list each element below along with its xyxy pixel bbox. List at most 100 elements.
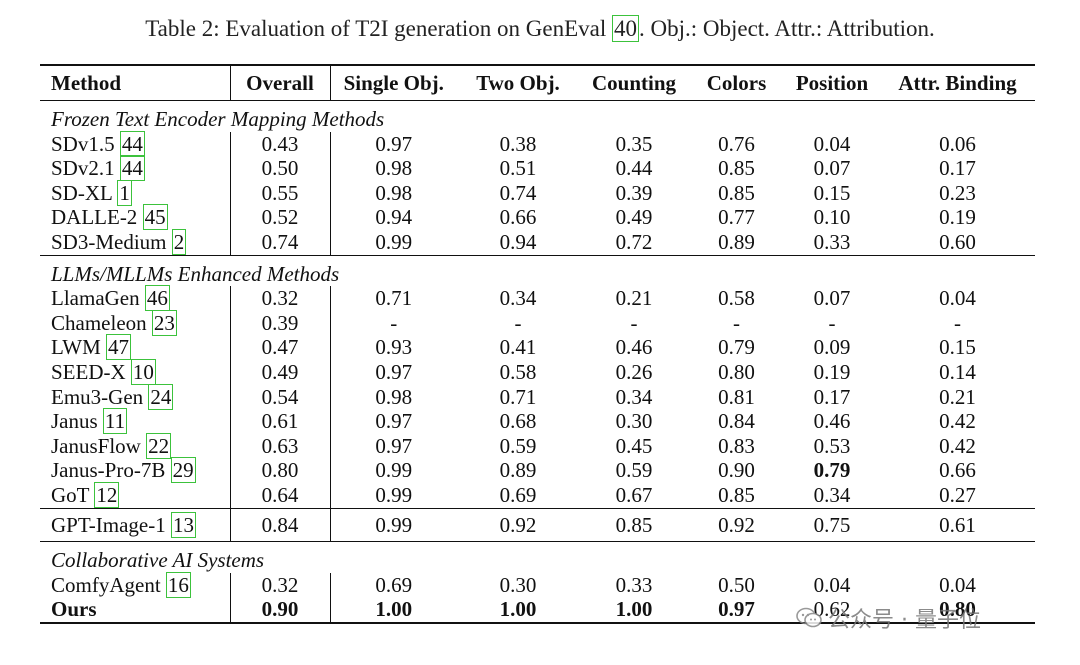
value-cell: 0.21 [615,286,653,311]
method-name: Janus-Pro-7B [51,458,166,483]
table-body: Frozen Text Encoder Mapping Methods SDv1.… [40,99,1035,624]
citation-link[interactable]: 46 [144,285,170,312]
method-cell: SEED-X 10 [40,358,231,385]
caption-ref[interactable]: 40 [611,15,639,42]
method-name: SEED-X [51,359,126,384]
method-cell: SDv2.1 44 [40,155,231,182]
citation-link[interactable]: 44 [119,155,145,182]
section-title: Collaborative AI Systems [40,541,1035,573]
table-caption: Table 2: Evaluation of T2I generation on… [0,15,1080,42]
value-cell: - [828,310,836,335]
table-row: Janus 11 0.61 0.97 0.68 0.30 0.84 0.46 0.42 [40,408,1035,435]
citation-link[interactable]: 12 [94,481,120,508]
citation-link[interactable]: 2 [171,228,187,255]
value-cell: 0.74 [499,180,537,205]
value-cell: - [630,310,638,335]
caption-prefix: Table 2: Evaluation of T2I generation on… [145,16,612,41]
citation-link[interactable]: 44 [119,130,145,157]
value-cell: 0.54 [230,384,331,410]
value-cell: 0.90 [718,458,755,483]
value-cell: 0.04 [813,572,851,597]
value-cell: 0.69 [499,482,537,507]
citation-link[interactable]: 11 [102,408,128,435]
value-cell: 0.09 [813,335,851,360]
value-cell: 0.14 [939,359,976,384]
value-cell: 0.90 [230,597,331,624]
citation-link[interactable]: 10 [130,358,156,385]
value-cell: - [733,310,740,335]
citation-link[interactable]: 22 [146,432,172,459]
value-cell: 0.39 [615,180,653,205]
value-cell: 0.98 [375,384,413,409]
section-title: Frozen Text Encoder Mapping Methods [40,99,1035,132]
method-cell: Janus-Pro-7B 29 [40,457,231,484]
value-cell: 0.67 [615,482,653,507]
value-cell: 0.21 [939,384,976,409]
citation-link[interactable]: 45 [142,204,168,231]
value-cell: 0.81 [718,384,755,409]
value-cell: 0.92 [457,507,579,542]
value-cell: 0.07 [813,286,851,311]
citation-link[interactable]: 47 [106,334,132,361]
method-cell: GPT-Image-1 13 [40,507,231,542]
value-cell: 0.07 [813,156,851,181]
value-cell: 0.97 [375,409,413,434]
method-cell: Ours [40,597,231,624]
value-cell: 0.52 [230,205,331,230]
value-cell: 0.93 [375,335,413,360]
table-row: JanusFlow 22 0.63 0.97 0.59 0.45 0.83 0.53 0.42 [40,432,1035,459]
method-name: GPT-Image-1 [51,512,166,537]
value-cell: 0.43 [230,131,331,157]
method-name: SDv1.5 [51,131,115,156]
value-cell: 0.51 [499,156,537,181]
value-cell: 0.94 [375,205,413,230]
citation-link[interactable]: 1 [117,179,132,206]
table-row: DALLE-2 45 0.52 0.94 0.66 0.49 0.77 0.10 0.19 [40,204,1035,231]
value-cell: 0.19 [939,205,976,230]
value-cell: 0.17 [939,156,976,181]
value-cell: 0.47 [230,335,331,360]
citation-link[interactable]: 16 [165,571,191,598]
value-cell: 0.33 [813,229,851,254]
value-cell: 0.55 [230,180,331,206]
value-cell: 0.63 [230,433,331,459]
method-name: ComfyAgent [51,572,161,597]
value-cell: 0.84 [718,409,755,434]
value-cell: 0.30 [499,572,537,597]
caption-suffix: . Obj.: Object. Attr.: Attribution. [638,16,935,41]
table-row: Janus-Pro-7B 29 0.80 0.99 0.89 0.59 0.90 0.79 0… [40,457,1035,484]
value-cell: 0.50 [718,572,755,597]
method-name: Ours [51,597,97,622]
value-cell: 0.89 [718,229,755,254]
value-cell: 0.30 [615,409,653,434]
value-cell: 0.41 [499,335,537,360]
citation-link[interactable]: 29 [170,457,196,484]
value-cell: 0.32 [230,572,331,598]
value-cell: 0.15 [939,335,976,360]
method-cell: SD3-Medium 2 [40,228,231,256]
value-cell: 0.97 [375,131,413,156]
table-row: LlamaGen 46 0.32 0.71 0.34 0.21 0.58 0.07 0.04 [40,285,1035,312]
value-cell: 0.27 [939,482,976,507]
header-counting: Counting [591,70,677,95]
value-cell: 0.99 [330,507,457,542]
citation-link[interactable]: 24 [148,383,174,410]
section-header-row: Collaborative AI Systems [40,541,1035,573]
method-name: Chameleon [51,310,147,335]
value-cell: 0.66 [499,205,537,230]
value-cell: 0.50 [230,156,331,181]
value-cell: 0.85 [718,482,755,507]
value-cell: 0.98 [375,156,413,181]
table-row: GoT 12 0.64 0.99 0.69 0.67 0.85 0.34 0.27 [40,481,1035,508]
table-row: Emu3-Gen 24 0.54 0.98 0.71 0.34 0.81 0.17 0.21 [40,383,1035,410]
citation-link[interactable]: 23 [151,309,177,336]
value-cell: 0.68 [499,409,537,434]
value-cell: 0.34 [813,482,851,507]
method-cell: Emu3-Gen 24 [40,383,231,410]
citation-link[interactable]: 13 [170,511,196,538]
value-cell: 0.42 [939,433,976,458]
header-two-obj: Two Obj. [476,70,560,95]
method-cell: SD-XL 1 [40,179,231,206]
value-cell: 0.92 [689,507,784,542]
method-name: JanusFlow [51,433,141,458]
